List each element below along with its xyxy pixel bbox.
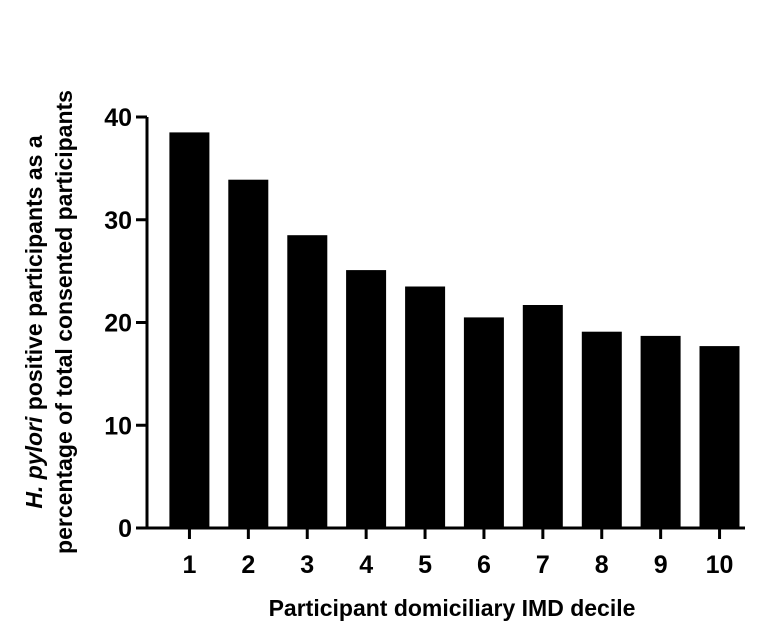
- bar-decile-6: [463, 317, 504, 528]
- x-axis-title: Participant domiciliary IMD decile: [269, 595, 636, 621]
- y-axis: 0 10 20 30 40: [104, 104, 149, 543]
- x-axis: 1 2 3 4 5 6 7 8 9 10: [145, 526, 745, 579]
- bars: [169, 132, 740, 528]
- x-tick-label-1: 1: [182, 551, 196, 579]
- y-axis-title: H. pylori positive participants as a per…: [21, 90, 77, 554]
- y-tick-label-40: 40: [104, 104, 132, 132]
- y-tick-label-0: 0: [118, 515, 132, 543]
- x-tick-label-3: 3: [300, 551, 314, 579]
- bar-decile-4: [346, 270, 387, 528]
- bar-decile-3: [287, 235, 328, 528]
- x-tick-label-4: 4: [359, 551, 373, 579]
- bar-decile-1: [169, 132, 210, 528]
- y-tick-label-20: 20: [104, 310, 132, 338]
- x-tick-label-10: 10: [706, 551, 734, 579]
- y-axis-title-line-1: H. pylori positive participants as a: [21, 135, 47, 508]
- bar-decile-9: [640, 335, 681, 528]
- x-tick-label-7: 7: [536, 551, 550, 579]
- bar-decile-10: [699, 346, 740, 528]
- bar-decile-7: [522, 305, 563, 528]
- x-tick-label-6: 6: [477, 551, 491, 579]
- x-tick-label-9: 9: [654, 551, 668, 579]
- y-tick-label-10: 10: [104, 412, 132, 440]
- bar-decile-2: [228, 179, 269, 528]
- bar-decile-8: [581, 331, 622, 528]
- x-tick-label-5: 5: [418, 551, 432, 579]
- y-axis-title-italic: H. pylori: [21, 416, 47, 509]
- y-axis-title-line-2: percentage of total consented participan…: [51, 90, 77, 554]
- x-tick-label-2: 2: [241, 551, 255, 579]
- bar-decile-5: [405, 286, 446, 528]
- x-tick-label-8: 8: [595, 551, 609, 579]
- y-tick-label-30: 30: [104, 207, 132, 235]
- y-axis-title-rest: positive participants as a: [21, 135, 47, 416]
